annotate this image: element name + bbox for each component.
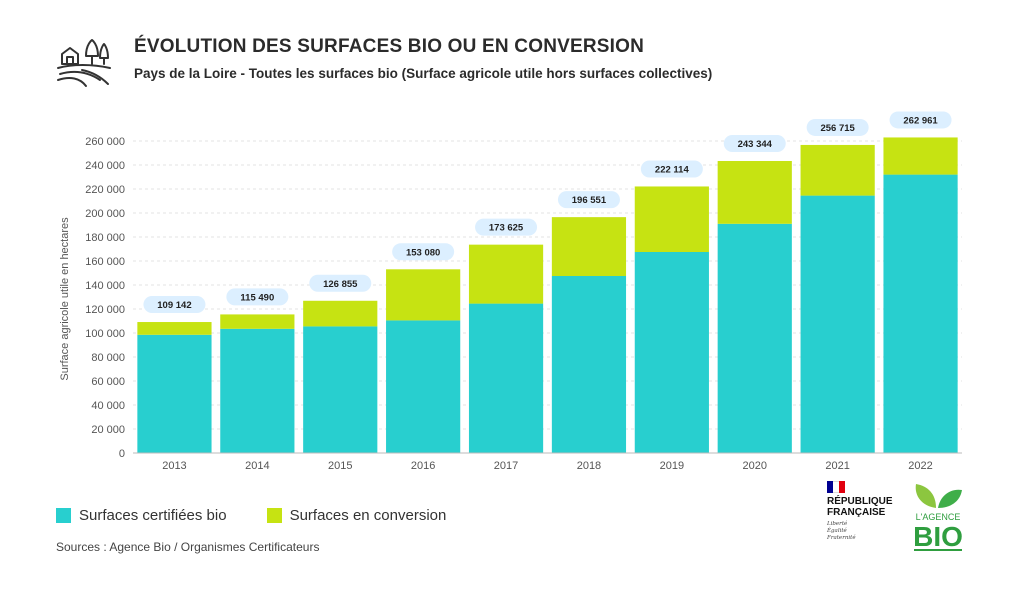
- total-label: 243 344: [738, 139, 773, 150]
- total-label: 262 961: [903, 115, 938, 126]
- chart-subtitle: Pays de la Loire - Toutes les surfaces b…: [134, 66, 713, 81]
- republique-line1: RÉPUBLIQUE: [827, 496, 893, 507]
- bar-conversion-2016: [386, 269, 461, 321]
- y-tick-label: 200 000: [85, 208, 125, 220]
- bar-certified-2016: [386, 320, 461, 453]
- y-tick-label: 120 000: [85, 304, 125, 316]
- bar-certified-2019: [634, 252, 709, 453]
- legend-swatch-certified: [56, 508, 71, 523]
- y-tick-label: 220 000: [85, 184, 125, 196]
- total-label-pill: [557, 191, 620, 209]
- x-tick-label: 2022: [908, 460, 932, 472]
- x-tick-label: 2013: [162, 460, 186, 472]
- total-label: 153 080: [406, 247, 440, 258]
- y-tick-label: 0: [119, 448, 125, 460]
- legend-item-certified: Surfaces certifiées bio: [56, 507, 227, 524]
- total-label-pill: [143, 296, 206, 314]
- bar-conversion-2013: [137, 322, 212, 335]
- legend-swatch-conversion: [266, 508, 282, 523]
- bar-conversion-2017: [468, 244, 544, 304]
- x-tick-label: 2020: [743, 460, 767, 472]
- bar-conversion-2018: [551, 217, 627, 276]
- bar-certified-2020: [717, 223, 792, 453]
- x-tick-label: 2014: [245, 460, 269, 472]
- legend-label-conversion: Surfaces en conversion: [289, 507, 447, 524]
- chart-title: ÉVOLUTION DES SURFACES BIO OU EN CONVERS…: [134, 36, 645, 57]
- total-label: 222 114: [655, 164, 690, 175]
- total-label: 126 855: [323, 279, 358, 290]
- source-note: Sources : Agence Bio / Organismes Certif…: [56, 540, 320, 554]
- bar-conversion-2022: [883, 137, 958, 175]
- agence-bio-logo: L'AGENCE BIO: [913, 484, 963, 552]
- bar-conversion-2020: [717, 160, 792, 224]
- motto-fraternite: Fraternité: [827, 535, 856, 541]
- motto-egalite: Égalité: [827, 528, 847, 534]
- bar-certified-2014: [220, 328, 295, 453]
- y-axis-title: Surface agricole utile en hectares: [59, 217, 71, 381]
- y-tick-label: 20 000: [91, 424, 125, 436]
- bar-certified-2013: [137, 334, 212, 453]
- total-label-pill: [392, 243, 455, 261]
- y-tick-label: 100 000: [85, 328, 125, 340]
- bar-certified-2015: [303, 326, 378, 453]
- y-tick-label: 140 000: [85, 280, 125, 292]
- y-tick-label: 180 000: [85, 232, 125, 244]
- y-tick-label: 80 000: [91, 352, 125, 364]
- x-tick-label: 2016: [411, 460, 435, 472]
- x-tick-label: 2019: [660, 460, 684, 472]
- agence-bio-line2: BIO: [913, 521, 963, 552]
- total-label: 173 625: [489, 223, 524, 234]
- y-tick-label: 160 000: [85, 256, 125, 268]
- total-label-pill: [226, 288, 289, 306]
- agence-bio-line1: L'AGENCE: [916, 512, 961, 522]
- bar-certified-2017: [468, 303, 544, 453]
- total-label: 256 715: [820, 123, 855, 134]
- bar-conversion-2019: [634, 186, 709, 252]
- y-tick-label: 60 000: [91, 376, 125, 388]
- total-label-pill: [309, 274, 372, 292]
- bar-certified-2021: [800, 195, 875, 453]
- legend-item-conversion: Surfaces en conversion: [266, 507, 447, 524]
- republique-francaise-logo: RÉPUBLIQUE FRANÇAISE Liberté Égalité Fra…: [827, 481, 905, 547]
- motto-liberte: Liberté: [827, 521, 848, 527]
- bar-conversion-2014: [220, 314, 295, 329]
- french-flag-icon: [827, 481, 845, 493]
- total-label: 196 551: [572, 195, 607, 206]
- x-tick-label: 2021: [825, 460, 849, 472]
- y-tick-label: 40 000: [91, 400, 125, 412]
- total-label-pill: [640, 160, 703, 178]
- total-label-pill: [889, 111, 952, 129]
- x-tick-label: 2015: [328, 460, 352, 472]
- total-label-pill: [806, 118, 869, 136]
- x-tick-label: 2018: [577, 460, 601, 472]
- bar-conversion-2015: [303, 300, 378, 327]
- bar-certified-2022: [883, 174, 958, 453]
- total-label-pill: [723, 134, 786, 152]
- y-tick-label: 240 000: [85, 160, 125, 172]
- x-tick-label: 2017: [494, 460, 518, 472]
- legend-label-certified: Surfaces certifiées bio: [79, 507, 227, 524]
- republique-line2: FRANÇAISE: [827, 507, 886, 518]
- bar-conversion-2021: [800, 144, 875, 196]
- bar-certified-2018: [551, 276, 627, 453]
- total-label: 115 490: [240, 292, 274, 303]
- total-label: 109 142: [157, 300, 191, 311]
- chart-legend: Surfaces certifiées bio Surfaces en conv…: [56, 507, 486, 524]
- farm-icon: [57, 39, 111, 87]
- total-label-pill: [475, 218, 538, 236]
- y-tick-label: 260 000: [85, 136, 125, 148]
